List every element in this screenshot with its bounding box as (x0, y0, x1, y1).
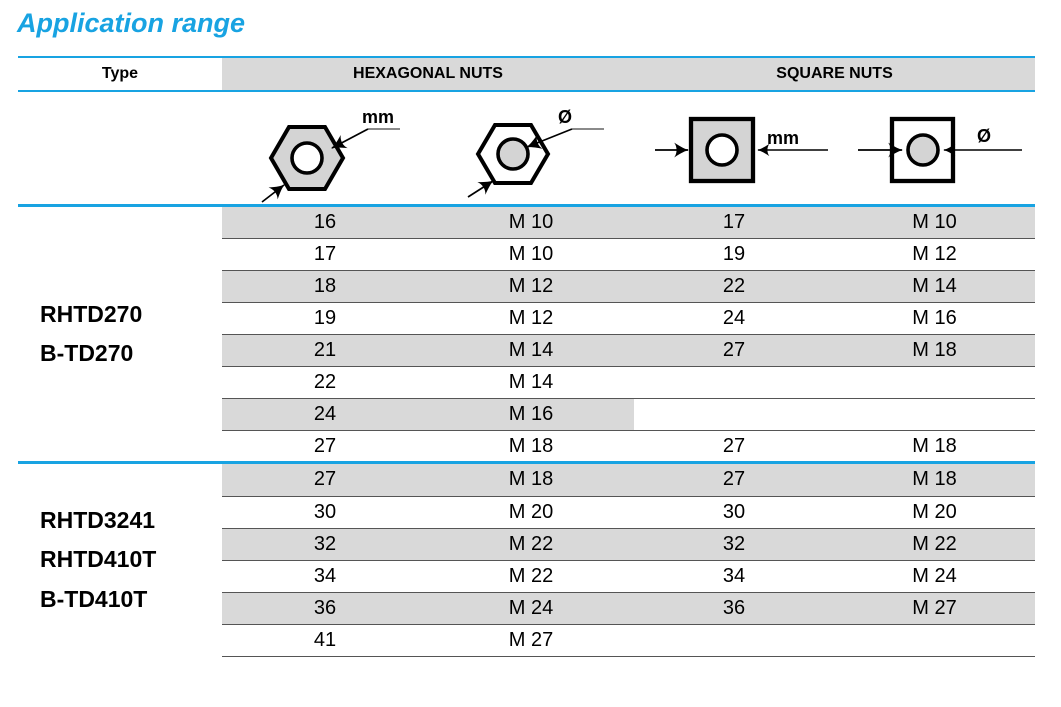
svg-text:mm: mm (362, 107, 394, 127)
svg-text:Ø: Ø (558, 107, 572, 127)
svg-text:Ø: Ø (977, 126, 991, 146)
svg-text:mm: mm (767, 128, 799, 148)
